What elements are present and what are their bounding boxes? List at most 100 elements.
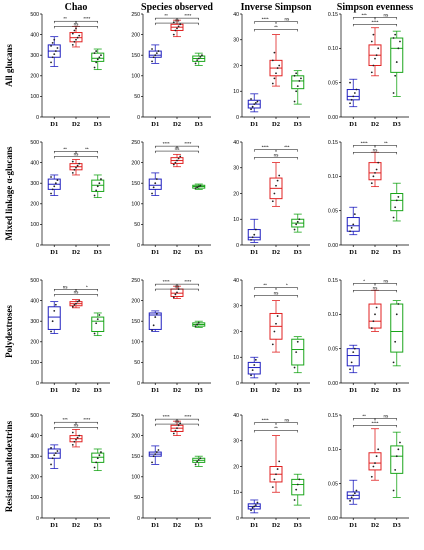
data-point: [96, 457, 99, 460]
significance-label: ****: [184, 141, 191, 146]
significance-label: ns: [274, 152, 280, 157]
data-point: [78, 434, 81, 437]
box-d3: [291, 213, 305, 233]
box-d1: [148, 44, 162, 64]
y-tick-label: 200: [30, 340, 39, 346]
significance-label: ***: [361, 12, 367, 17]
y-tick-label: 100: [131, 202, 140, 208]
y-tick-label: 500: [30, 12, 39, 18]
data-point: [293, 228, 296, 231]
data-point: [172, 296, 175, 299]
box-d2: [69, 25, 83, 48]
data-point: [350, 98, 353, 101]
data-point: [78, 162, 81, 165]
data-point: [295, 223, 298, 226]
data-point: [71, 172, 74, 174]
data-point: [51, 320, 54, 323]
y-tick-label: 0: [137, 115, 140, 121]
box-d2: [269, 34, 283, 87]
data-point: [392, 37, 395, 39]
significance-label: **: [274, 24, 278, 29]
y-tick-label: 40: [233, 278, 239, 284]
significance-label: ns: [383, 278, 389, 283]
y-tick-label: 250: [131, 413, 140, 419]
iqr-box: [368, 162, 382, 181]
box-d3: [390, 30, 404, 97]
y-tick-label: 300: [30, 319, 39, 325]
data-point: [355, 489, 358, 492]
iqr-box: [346, 217, 360, 232]
box-d3: [390, 431, 404, 498]
data-point: [375, 168, 378, 171]
y-tick-label: 0: [36, 243, 39, 249]
data-point: [98, 454, 101, 457]
data-point: [394, 206, 397, 209]
data-point: [350, 226, 353, 229]
box-d3: [291, 336, 305, 374]
data-point: [71, 160, 74, 163]
x-tick-label: D1: [50, 249, 58, 256]
y-tick-label: 150: [131, 53, 140, 59]
data-point: [352, 351, 355, 353]
x-tick-label: D3: [294, 522, 303, 529]
significance-bracket: ***: [275, 145, 299, 152]
significance-label: ns: [74, 21, 80, 26]
column-title: Inverse Simpson: [241, 2, 312, 13]
significance-bracket: ns: [374, 278, 398, 286]
x-tick-label: D2: [72, 387, 80, 394]
significance-label: ****: [163, 279, 170, 284]
significance-bracket: ns: [154, 284, 200, 292]
data-point: [177, 157, 180, 160]
data-point: [251, 105, 254, 108]
data-point: [194, 325, 197, 328]
box-d2: [170, 420, 184, 437]
data-point: [374, 313, 376, 316]
y-tick-label: 0.00: [328, 243, 338, 249]
y-tick-label: 20: [233, 191, 239, 197]
significance-label: ns: [284, 418, 290, 423]
significance-bracket: ns: [53, 422, 99, 430]
data-point: [276, 315, 279, 317]
data-point: [73, 440, 76, 443]
box-d3: [192, 183, 206, 190]
x-tick-label: D3: [294, 387, 303, 394]
x-tick-label: D1: [250, 522, 258, 529]
data-point: [53, 38, 56, 41]
x-tick-label: D1: [151, 387, 159, 394]
data-point: [194, 62, 197, 65]
significance-label: ***: [62, 417, 68, 422]
x-tick-label: D3: [393, 522, 402, 529]
significance-bracket: ns: [154, 419, 200, 427]
y-tick-label: 0: [137, 381, 140, 387]
iqr-box: [247, 361, 261, 375]
data-point: [201, 54, 203, 57]
data-point: [51, 56, 54, 59]
data-point: [271, 486, 274, 488]
significance-bracket: **: [374, 140, 398, 148]
significance-label: ****: [262, 145, 269, 150]
x-tick-label: D2: [371, 249, 379, 256]
iqr-box: [148, 312, 162, 330]
y-tick-label: 10: [233, 217, 239, 223]
x-tick-label: D2: [371, 121, 379, 128]
data-point: [54, 50, 57, 52]
data-point: [375, 306, 378, 309]
y-tick-label: 50: [134, 94, 140, 100]
data-point: [197, 185, 200, 188]
data-point: [95, 50, 98, 52]
box-d1: [247, 218, 261, 243]
box-d2: [368, 428, 382, 481]
iqr-box: [91, 316, 105, 332]
significance-label: ****: [371, 420, 378, 425]
data-point: [377, 47, 380, 50]
x-tick-label: D2: [173, 387, 181, 394]
data-point: [273, 478, 276, 481]
significance-label: ns: [74, 289, 80, 294]
data-point: [151, 60, 153, 63]
data-point: [73, 40, 76, 43]
y-tick-label: 50: [134, 495, 140, 501]
data-point: [50, 192, 52, 195]
